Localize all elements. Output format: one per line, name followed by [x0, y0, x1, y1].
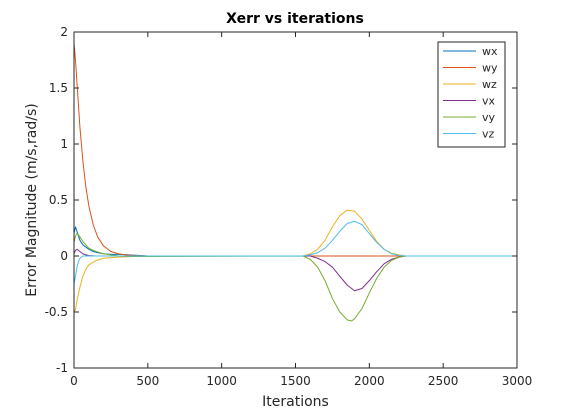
legend-label-wy: wy [482, 62, 498, 75]
x-tick-label: 3000 [502, 374, 533, 388]
y-tick-label: 0 [60, 249, 68, 263]
legend-label-vy: vy [482, 111, 496, 124]
y-tick-label: -1 [56, 361, 68, 375]
y-tick-label: -0.5 [45, 305, 68, 319]
x-tick-label: 500 [136, 374, 159, 388]
y-axis-label: Error Magnitude (m/s,rad/s) [24, 103, 40, 296]
legend-box [437, 41, 506, 148]
x-tick-label: 0 [70, 374, 78, 388]
chart-title: Xerr vs iterations [226, 11, 364, 27]
x-tick-label: 1500 [280, 374, 311, 388]
x-tick-label: 2500 [428, 374, 459, 388]
y-tick-label: 1 [60, 137, 68, 151]
legend-label-vx: vx [482, 95, 496, 108]
y-tick-label: 2 [60, 25, 68, 39]
series-line-vx [73, 248, 517, 292]
series-line-vy [73, 233, 517, 322]
y-tick-label: 0.5 [49, 193, 68, 207]
x-tick-label: 2000 [354, 374, 385, 388]
x-tick-label: 1000 [206, 374, 237, 388]
ticks-layer: 0 500 1000 1500 2000 2500 3000 -1 -0.5 0 0.5 1 1.5 2 [45, 25, 533, 388]
series-layer [73, 43, 517, 322]
legend-label-wx: wx [482, 45, 498, 58]
legend-label-wz: wz [482, 78, 497, 91]
x-axis-label: Iterations [262, 394, 329, 410]
legend: wx wy wz vx vy vz [437, 41, 506, 148]
y-tick-label: 1.5 [49, 81, 68, 95]
legend-label-vz: vz [482, 128, 495, 141]
series-line-vz [73, 220, 517, 285]
